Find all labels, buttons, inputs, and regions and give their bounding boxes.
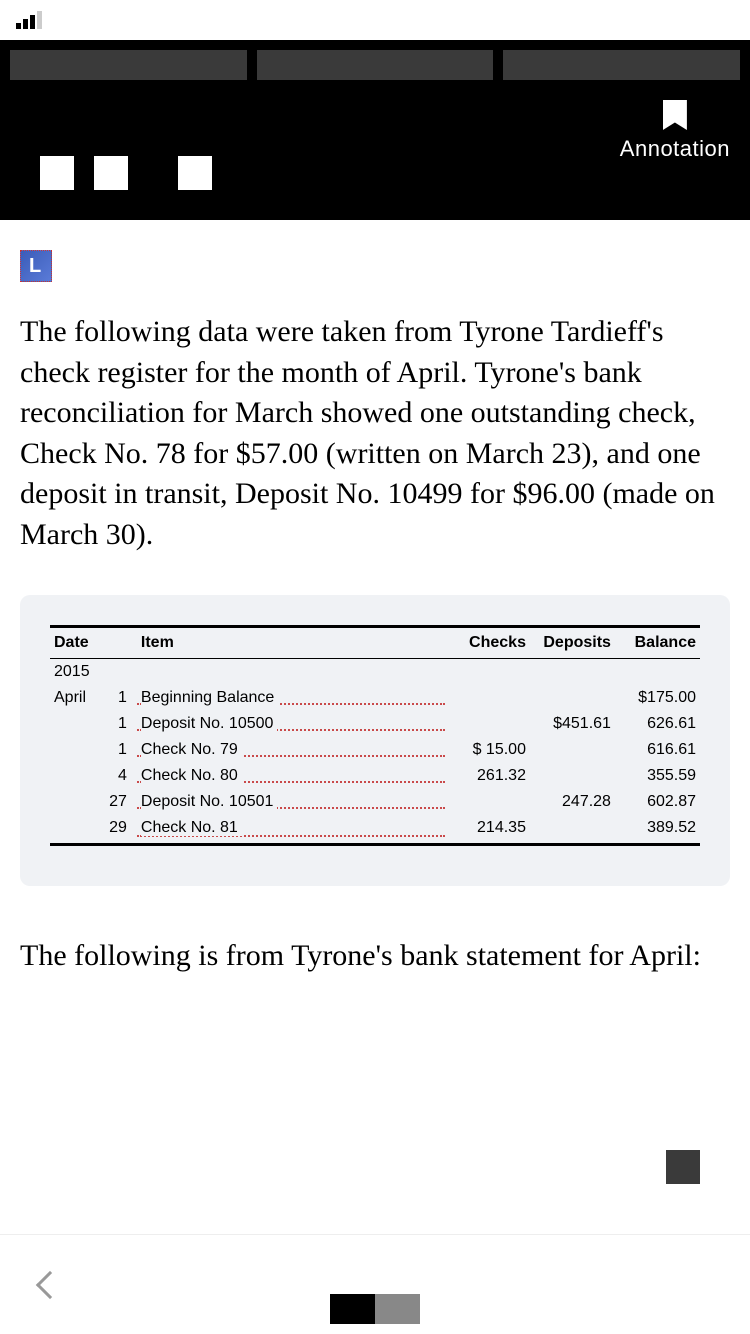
table-row-year: 2015	[50, 659, 700, 686]
deposits-cell: 247.28	[530, 789, 615, 815]
header-placeholder-icons	[40, 156, 212, 190]
check-register-table: Date Item Checks Deposits Balance 2015Ap…	[50, 625, 700, 846]
item-cell: Check No. 79	[137, 737, 445, 763]
balance-cell: 602.87	[615, 789, 700, 815]
back-icon[interactable]	[36, 1270, 64, 1298]
document-content: The following data were taken from Tyron…	[0, 220, 750, 555]
day-cell: 1	[103, 711, 137, 737]
col-date: Date	[50, 627, 137, 659]
day-cell: 1	[103, 685, 137, 711]
item-cell: Check No. 81	[137, 815, 445, 845]
deposits-cell	[530, 685, 615, 711]
table-row: 4Check No. 80261.32 355.59	[50, 763, 700, 789]
balance-cell: 355.59	[615, 763, 700, 789]
month-cell	[50, 737, 103, 763]
chapter-icon	[20, 250, 52, 282]
balance-cell: 389.52	[615, 815, 700, 845]
balance-cell: 616.61	[615, 737, 700, 763]
deposits-cell	[530, 737, 615, 763]
checks-cell	[445, 711, 530, 737]
balance-cell: $175.00	[615, 685, 700, 711]
signal-icon	[16, 11, 42, 29]
checks-cell	[445, 789, 530, 815]
app-header: Annotation	[0, 90, 750, 220]
month-cell: April	[50, 685, 103, 711]
obscured-square	[666, 1150, 700, 1184]
check-register-table-wrap: Date Item Checks Deposits Balance 2015Ap…	[20, 595, 730, 886]
day-cell: 1	[103, 737, 137, 763]
day-cell: 27	[103, 789, 137, 815]
home-indicator	[330, 1294, 420, 1324]
month-cell	[50, 711, 103, 737]
col-balance: Balance	[615, 627, 700, 659]
deposits-cell	[530, 763, 615, 789]
day-cell: 4	[103, 763, 137, 789]
table-header-row: Date Item Checks Deposits Balance	[50, 627, 700, 659]
annotation-label: Annotation	[620, 136, 730, 162]
month-cell	[50, 789, 103, 815]
annotation-button[interactable]: Annotation	[620, 100, 730, 162]
checks-cell: $ 15.00	[445, 737, 530, 763]
bookmark-icon	[663, 100, 687, 130]
obscured-top-strip	[0, 40, 750, 90]
deposits-cell: $451.61	[530, 711, 615, 737]
col-item: Item	[137, 627, 445, 659]
item-cell: Deposit No. 10500	[137, 711, 445, 737]
checks-cell	[445, 685, 530, 711]
month-cell	[50, 815, 103, 845]
table-row: April1Beginning Balance $175.00	[50, 685, 700, 711]
table-row: 1Deposit No. 10500 $451.61626.61	[50, 711, 700, 737]
day-cell: 29	[103, 815, 137, 845]
checks-cell: 261.32	[445, 763, 530, 789]
month-cell	[50, 763, 103, 789]
problem-paragraph-2: The following is from Tyrone's bank stat…	[20, 936, 730, 977]
item-cell: Check No. 80	[137, 763, 445, 789]
balance-cell: 626.61	[615, 711, 700, 737]
problem-paragraph-1: The following data were taken from Tyron…	[20, 312, 730, 555]
item-cell: Deposit No. 10501	[137, 789, 445, 815]
deposits-cell	[530, 815, 615, 845]
col-deposits: Deposits	[530, 627, 615, 659]
status-bar	[0, 0, 750, 40]
col-checks: Checks	[445, 627, 530, 659]
table-row: 29Check No. 81214.35 389.52	[50, 815, 700, 845]
year-cell: 2015	[50, 659, 137, 686]
table-row: 1Check No. 79$ 15.00 616.61	[50, 737, 700, 763]
checks-cell: 214.35	[445, 815, 530, 845]
item-cell: Beginning Balance	[137, 685, 445, 711]
table-row: 27Deposit No. 10501 247.28602.87	[50, 789, 700, 815]
